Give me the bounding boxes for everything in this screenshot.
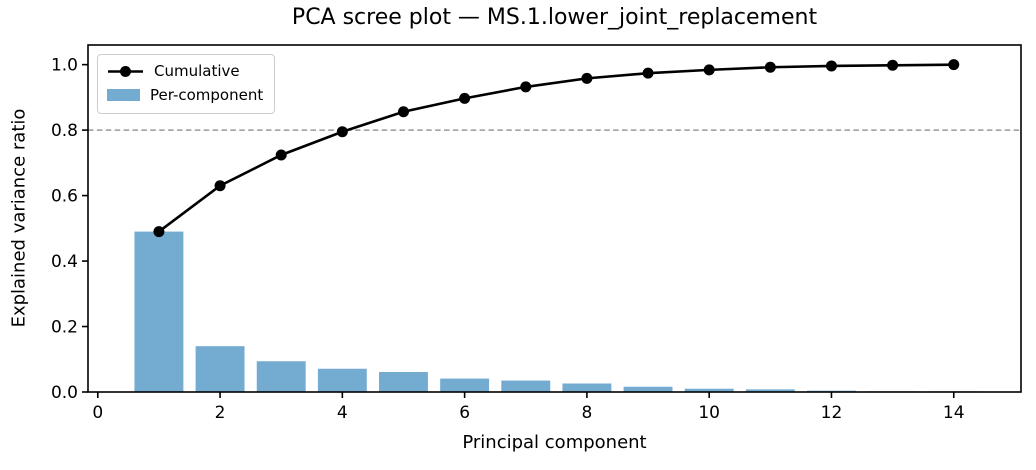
- bar-series: [134, 231, 979, 393]
- x-tick-label: 0: [92, 403, 103, 423]
- cumulative-line-icon: [108, 65, 143, 77]
- data-point: [825, 60, 837, 72]
- data-point: [581, 72, 593, 84]
- bar: [440, 378, 490, 392]
- data-point: [397, 106, 409, 118]
- data-point: [642, 67, 654, 79]
- axis-ticks: 0 2 4 6 8 10 12 14 0.0 0.2 0.4 0.6 0.8 1.0: [51, 56, 965, 423]
- legend-item-cumulative: Cumulative: [107, 62, 263, 81]
- y-tick-label: 1.0: [51, 56, 78, 76]
- bar: [195, 346, 245, 392]
- data-point: [764, 61, 776, 73]
- data-point: [520, 81, 532, 93]
- per-component-swatch-icon: [107, 89, 140, 102]
- y-tick-label: 0.8: [51, 121, 78, 141]
- bar: [501, 380, 551, 392]
- x-tick-label: 12: [821, 403, 843, 423]
- plot-frame: [87, 44, 1022, 393]
- legend-label-cumulative: Cumulative: [154, 62, 240, 80]
- bar: [745, 389, 795, 392]
- cumulative-series: [153, 59, 960, 238]
- x-tick-label: 4: [337, 403, 348, 423]
- x-tick-label: 10: [698, 403, 720, 423]
- data-point: [214, 180, 226, 192]
- bar: [623, 386, 673, 392]
- y-tick-label: 0.0: [51, 383, 78, 403]
- bar: [562, 383, 612, 392]
- y-axis-label: Explained variance ratio: [8, 108, 30, 328]
- data-point: [703, 64, 715, 76]
- x-tick-label: 14: [943, 403, 965, 423]
- legend: Cumulative Per-component: [97, 54, 276, 114]
- x-tick-label: 8: [581, 403, 592, 423]
- legend-item-per-component: Per-component: [107, 86, 263, 105]
- data-point: [275, 149, 287, 161]
- data-point: [887, 59, 899, 71]
- chart-title: PCA scree plot — MS.1.lower_joint_replac…: [291, 5, 818, 30]
- cumulative-line: [158, 63, 954, 233]
- bar: [134, 231, 184, 392]
- x-tick-label: 6: [459, 403, 470, 423]
- bar: [379, 372, 428, 392]
- x-tick-label: 2: [215, 403, 226, 423]
- bar: [317, 368, 367, 392]
- data-point: [153, 226, 165, 238]
- bar: [256, 361, 306, 392]
- y-tick-label: 0.6: [51, 187, 78, 207]
- y-tick-label: 0.4: [51, 252, 78, 272]
- data-point: [336, 126, 348, 138]
- legend-label-per-component: Per-component: [150, 85, 264, 104]
- data-point: [459, 92, 471, 104]
- bar: [684, 388, 734, 392]
- x-axis-label: Principal component: [462, 432, 647, 453]
- y-tick-label: 0.2: [51, 318, 78, 338]
- data-point: [948, 59, 960, 71]
